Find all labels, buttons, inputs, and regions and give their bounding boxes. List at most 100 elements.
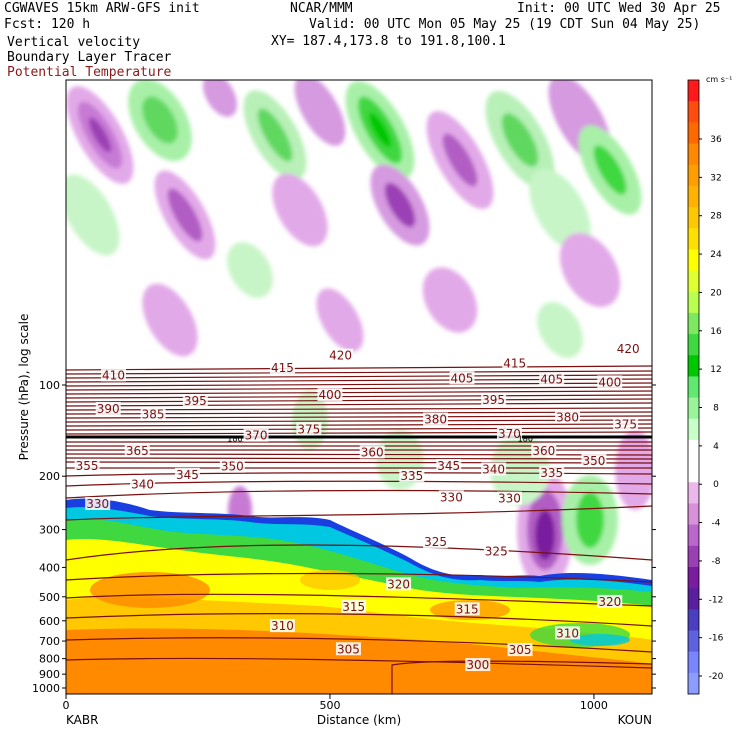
colorbar-swatch xyxy=(688,249,699,272)
colorbar-label: 16 xyxy=(710,327,722,337)
theta-label-bg xyxy=(341,599,367,613)
theta-label-bg xyxy=(101,368,127,382)
theta-contour-label: 375 xyxy=(614,417,637,431)
colorbar-label: 12 xyxy=(710,365,721,375)
colorbar-swatch xyxy=(688,503,699,526)
theta-contour-label: 345 xyxy=(437,459,460,473)
theta-contour-label: 400 xyxy=(319,388,342,402)
theta-label-bg xyxy=(182,394,208,408)
colorbar-label: -4 xyxy=(712,519,721,529)
field-label-potential-temperature: Potential Temperature xyxy=(7,65,172,80)
theta-label-bg xyxy=(454,602,480,616)
colorbar-swatch xyxy=(688,228,699,250)
colorbar-swatch xyxy=(688,291,699,314)
theta-label-bg xyxy=(317,388,343,402)
plot-frame xyxy=(65,79,653,695)
colorbar-label: 32 xyxy=(710,173,721,183)
theta-contour-label: 415 xyxy=(503,357,526,371)
theta-label-bg xyxy=(539,372,565,386)
theta-label-bg xyxy=(496,426,522,440)
theta-label-bg xyxy=(613,417,639,431)
theta-contour-label: 330 xyxy=(86,497,109,511)
theta-contour-label: 320 xyxy=(598,595,621,609)
theta-label-bg xyxy=(269,361,295,375)
colorbar-label: -8 xyxy=(712,557,721,567)
theta-label-bg xyxy=(496,491,522,505)
theta-contour-label: 370 xyxy=(245,429,268,443)
forecast-hour: Fcst: 120 h xyxy=(4,17,91,32)
y-tick-label: 1000 xyxy=(32,682,60,695)
start-station-label: KABR xyxy=(66,713,98,727)
theta-contour-label: 380 xyxy=(424,413,447,427)
colorbar-swatch xyxy=(688,376,699,399)
theta-contour-label: 305 xyxy=(509,643,532,657)
theta-label-bg xyxy=(502,356,528,370)
organization: NCAR/MMM xyxy=(290,1,353,16)
colorbar-swatch xyxy=(688,122,699,145)
theta-label-bg xyxy=(597,375,623,389)
theta-contour-label: 415 xyxy=(271,361,294,375)
y-axis-title: Pressure (hPa), log scale xyxy=(17,314,31,461)
theta-contour-label: 405 xyxy=(450,371,473,385)
theta-label-bg xyxy=(483,544,509,558)
theta-contour-label: 395 xyxy=(482,393,505,407)
x-tick-label: 500 xyxy=(319,699,340,712)
theta-contour-label: 330 xyxy=(440,490,463,504)
theta-label-bg xyxy=(174,467,200,481)
colorbar-swatch xyxy=(688,672,699,695)
theta-label-bg xyxy=(555,626,581,640)
theta-label-bg xyxy=(296,422,322,436)
theta-label-bg xyxy=(124,443,150,457)
y-tick-label: 900 xyxy=(39,668,60,681)
colorbar-swatch xyxy=(688,588,699,610)
colorbar-label: -12 xyxy=(709,595,724,605)
tropopause-label: 180 xyxy=(518,434,533,443)
colorbar-swatch xyxy=(688,164,699,187)
theta-contour-label: 390 xyxy=(97,402,120,416)
theta-contour-label: 370 xyxy=(498,427,521,441)
theta-label-bg xyxy=(243,428,269,442)
model-title: CGWAVES 15km ARW-GFS init xyxy=(4,1,200,16)
x-axis: 0 500 1000 xyxy=(63,694,608,712)
theta-label-bg xyxy=(531,443,557,457)
colorbar-label: 28 xyxy=(710,212,722,222)
colorbar-swatch xyxy=(688,461,699,483)
theta-contour-label: 420 xyxy=(329,349,352,363)
theta-contour-label: 340 xyxy=(131,477,154,491)
theta-label-bg xyxy=(465,658,491,672)
field-label-vertical-velocity: Vertical velocity xyxy=(7,35,141,50)
theta-contour-label: 310 xyxy=(556,626,579,640)
plot-area: 410 415 420 415 420 390 385 395 400 405 395 405 400 3… xyxy=(66,80,652,694)
theta-label-bg xyxy=(219,459,245,473)
theta-contour-label: 360 xyxy=(361,445,384,459)
theta-label-bg xyxy=(140,407,166,421)
theta-contour-label: 355 xyxy=(76,459,99,473)
x-axis-title: Distance (km) xyxy=(317,713,401,727)
theta-label-bg xyxy=(328,348,354,362)
theta-label-bg xyxy=(335,642,361,656)
field-label-boundary-layer-tracer: Boundary Layer Tracer xyxy=(7,50,172,65)
y-tick-label: 300 xyxy=(39,524,60,537)
colorbar-swatch xyxy=(688,355,699,377)
theta-contour-label: 365 xyxy=(126,444,149,458)
theta-label-bg xyxy=(269,619,295,633)
theta-label-layer: 410 415 420 415 420 390 385 395 400 405 395 405 400 3… xyxy=(74,341,641,672)
colorbar-swatch xyxy=(688,270,699,293)
theta-label-bg xyxy=(130,477,156,491)
tropopause-label: 180 xyxy=(227,434,242,443)
theta-contour-label: 360 xyxy=(532,444,555,458)
theta-contour-label: 325 xyxy=(424,535,447,549)
theta-contour-label: 330 xyxy=(498,492,521,506)
colorbar-label: 8 xyxy=(713,404,719,414)
colorbar-swatch xyxy=(688,566,699,589)
theta-contour-label: 320 xyxy=(387,577,410,591)
theta-contour-label: 375 xyxy=(297,422,320,436)
colorbar-label: 0 xyxy=(713,480,719,490)
x-tick-label: 0 xyxy=(63,699,70,712)
colorbar-label: 20 xyxy=(710,288,722,298)
theta-contour-label: 315 xyxy=(456,602,479,616)
colorbar-swatch xyxy=(688,524,699,547)
colorbar-swatch xyxy=(688,482,699,504)
theta-label-bg xyxy=(581,453,607,467)
